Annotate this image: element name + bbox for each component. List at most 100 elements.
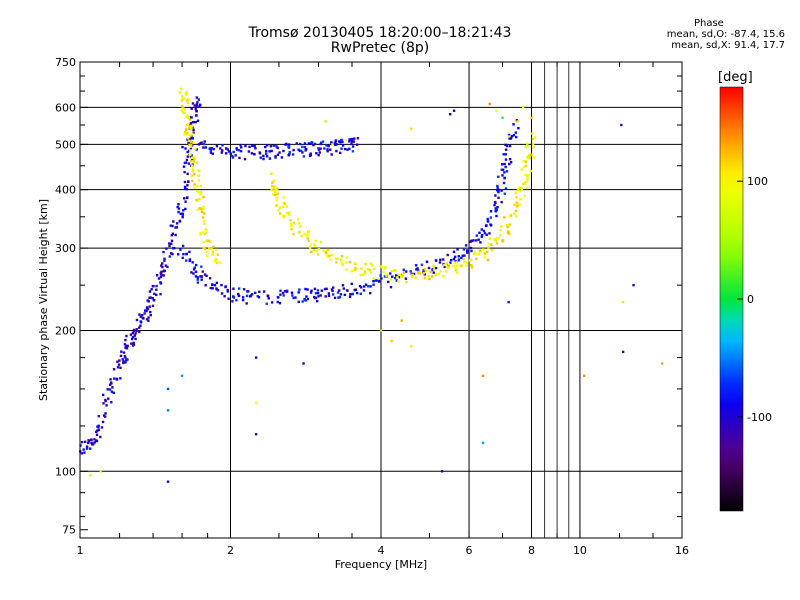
data-point (334, 143, 337, 147)
data-point (342, 287, 346, 290)
data-point (373, 267, 376, 270)
data-point (166, 409, 170, 412)
data-point (338, 295, 342, 299)
data-point (422, 268, 425, 272)
data-point (414, 264, 418, 267)
data-point (96, 425, 99, 428)
data-point (215, 281, 219, 285)
data-point (100, 426, 104, 429)
data-point (292, 296, 295, 300)
data-point (120, 350, 123, 353)
data-point (505, 223, 509, 227)
data-point (237, 287, 241, 290)
data-point (297, 218, 300, 221)
data-point (112, 368, 116, 371)
data-point (239, 149, 243, 153)
data-point (262, 154, 265, 158)
data-point (175, 226, 179, 229)
data-point (483, 256, 486, 259)
data-point (159, 272, 163, 276)
data-point (170, 239, 174, 243)
data-point (189, 140, 193, 143)
data-point (505, 144, 509, 148)
data-point (232, 150, 235, 154)
data-point (200, 141, 203, 144)
data-point (530, 116, 533, 119)
data-point (313, 142, 317, 146)
data-point (152, 284, 155, 288)
data-point (122, 351, 126, 354)
data-point (205, 274, 208, 278)
y-axis-label: Stationary phase Virtual Height [km] (37, 199, 50, 401)
data-point (166, 265, 169, 269)
data-point (203, 273, 207, 276)
data-point (190, 156, 194, 160)
data-point (165, 247, 168, 250)
data-point (529, 169, 533, 173)
data-point (188, 258, 192, 261)
data-point (181, 213, 185, 216)
data-point (332, 286, 335, 289)
data-point (199, 193, 202, 196)
data-point (191, 124, 194, 128)
data-point (99, 470, 102, 473)
data-point (124, 338, 127, 342)
data-point (520, 168, 523, 171)
data-point (502, 181, 506, 185)
data-point (496, 205, 499, 209)
data-point (202, 219, 205, 223)
data-point (285, 142, 288, 146)
data-point (186, 138, 189, 141)
data-point (526, 142, 529, 145)
data-point (162, 274, 165, 277)
data-point (368, 291, 372, 295)
data-point (326, 148, 329, 151)
data-point (372, 279, 375, 283)
data-point (324, 295, 327, 298)
data-point (185, 114, 189, 117)
data-point (125, 334, 128, 338)
data-point (229, 152, 232, 155)
data-point (446, 253, 449, 257)
data-point (275, 196, 278, 199)
data-point (274, 188, 278, 191)
data-point (283, 202, 287, 206)
data-point (179, 248, 182, 251)
plot-area: 1 2 4 6 8 10 16 75 100 200 300 400 500 600 750 Frequenc… (37, 56, 689, 571)
data-point (192, 268, 196, 271)
data-point (274, 156, 277, 159)
data-point (189, 146, 193, 150)
data-point (286, 211, 289, 215)
data-point (274, 154, 277, 158)
data-point (340, 254, 344, 258)
data-point (348, 140, 351, 143)
data-point (164, 264, 168, 267)
y-tick-label: 400 (55, 184, 76, 197)
data-point (167, 242, 171, 245)
data-point (317, 295, 320, 298)
data-point (205, 239, 208, 242)
data-point (350, 142, 353, 146)
data-point (330, 141, 333, 144)
data-point (201, 216, 205, 219)
data-point (270, 301, 274, 304)
data-point (185, 123, 189, 127)
data-point (495, 242, 499, 245)
data-point (130, 342, 133, 345)
data-point (149, 296, 152, 299)
data-point (186, 137, 190, 140)
data-point (189, 124, 192, 128)
data-point (133, 334, 136, 337)
data-point (460, 264, 463, 268)
data-point (486, 220, 490, 223)
data-point (135, 318, 139, 322)
data-point (455, 271, 459, 274)
data-point (182, 209, 185, 212)
data-point (442, 274, 445, 278)
data-point (171, 252, 174, 256)
data-point (216, 261, 219, 265)
data-point (311, 141, 314, 145)
data-point (129, 333, 133, 336)
data-point (385, 273, 388, 276)
